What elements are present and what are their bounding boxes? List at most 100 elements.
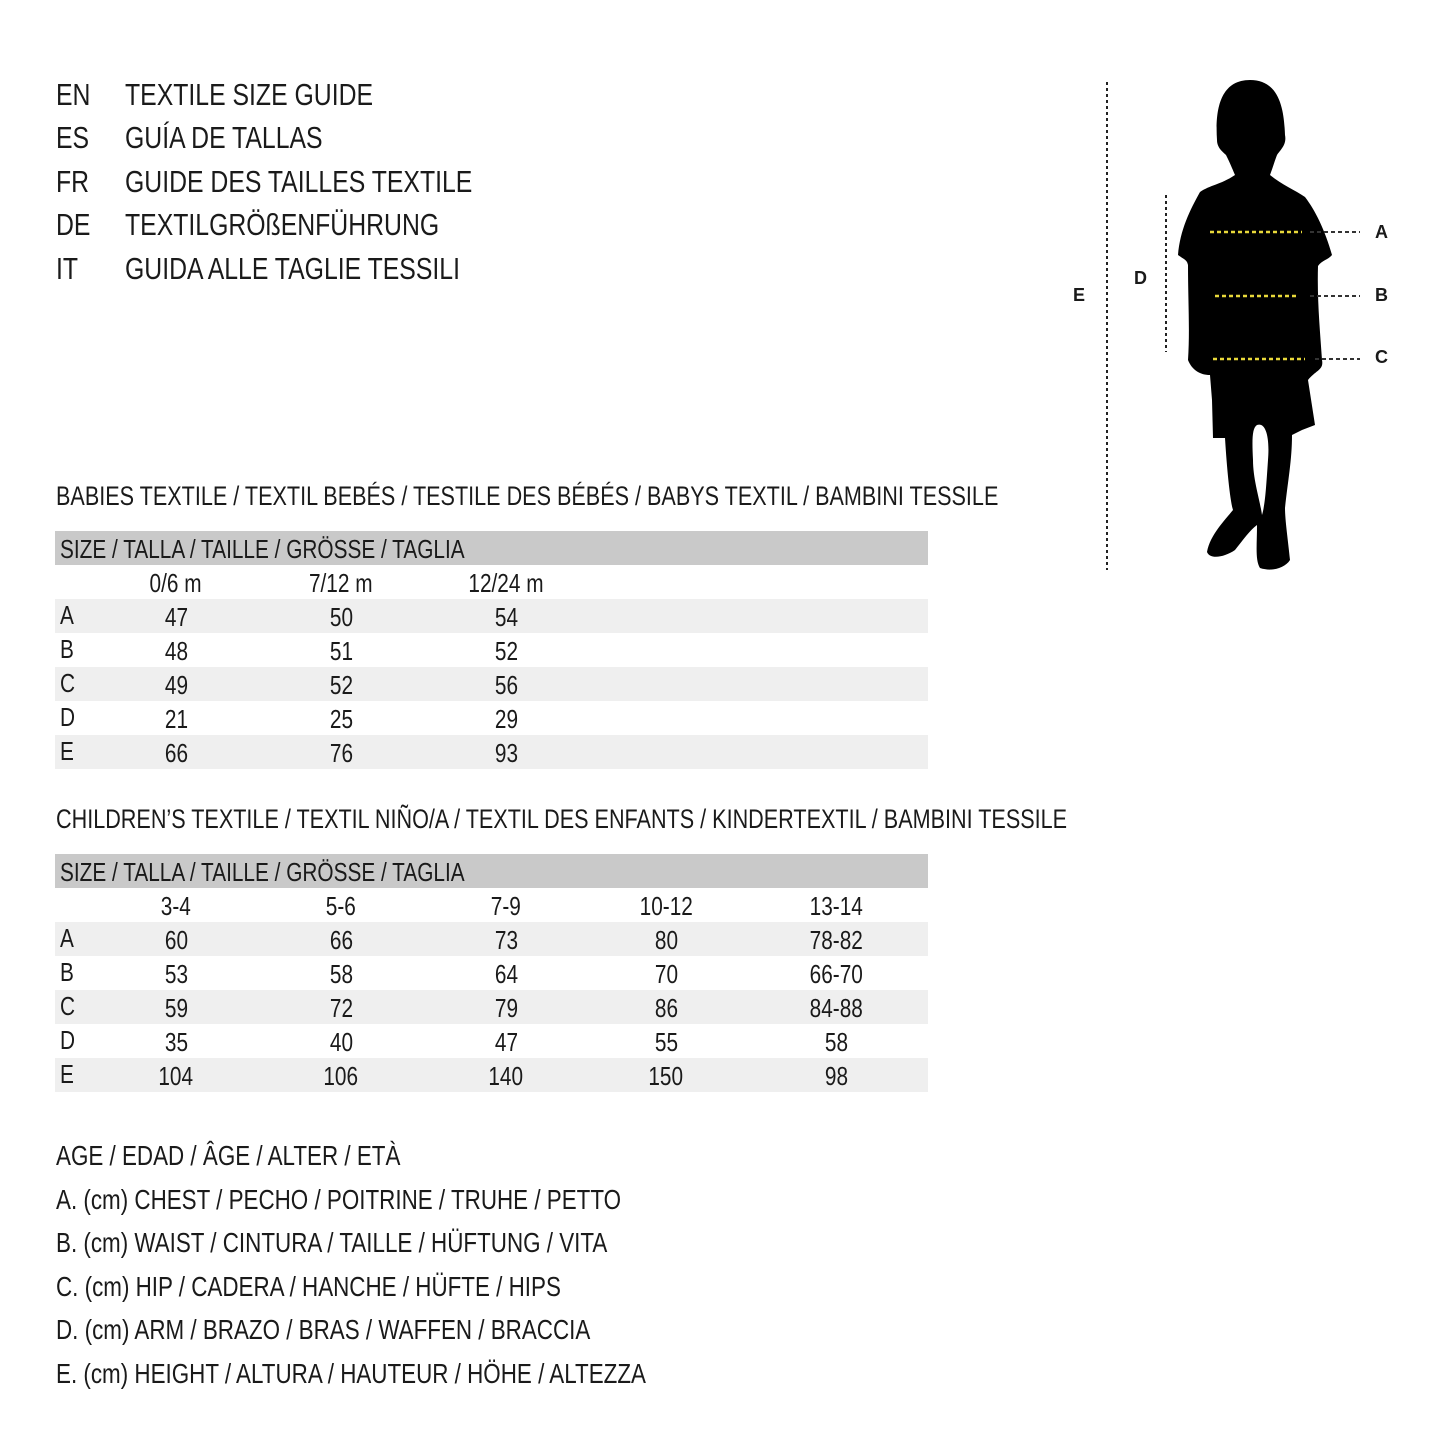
row-label: C	[60, 991, 76, 1021]
title-text: GUÍA DE TALLAS	[125, 120, 323, 155]
heading-text: CHILDREN’S TEXTILE / TEXTIL NIÑO/A / TEX…	[56, 804, 1068, 834]
table-row: B 53 58 64 70 66-70	[55, 956, 928, 990]
lang-code: DE	[56, 207, 91, 242]
babies-size-table: SIZE / TALLA / TAILLE / GRÖSSE / TAGLIA …	[55, 531, 928, 769]
table-cell: 47	[494, 1027, 518, 1057]
table-cell: 48	[164, 636, 188, 666]
column-header-row: 3-4 5-6 7-9 10-12 13-14	[55, 888, 928, 922]
row-label: A	[60, 923, 74, 953]
legend-item: D. (cm) ARM / BRAZO / BRAS / WAFFEN / BR…	[56, 1314, 591, 1345]
label-c: C	[1375, 347, 1388, 367]
column-header: 7-9	[490, 891, 522, 921]
table-cell: 86	[654, 993, 678, 1023]
table-cell: 25	[329, 704, 353, 734]
lang-code: IT	[56, 251, 79, 286]
table-cell: 72	[329, 993, 353, 1023]
row-label: B	[60, 634, 74, 664]
child-silhouette-figure	[1106, 80, 1360, 570]
table-row: B 48 51 52	[55, 633, 928, 667]
table-cell: 21	[164, 704, 188, 734]
table-row: D 21 25 29	[55, 701, 928, 735]
column-header: 12/24 m	[468, 568, 544, 598]
column-header: 13-14	[809, 891, 863, 921]
children-heading: CHILDREN’S TEXTILE / TEXTIL NIÑO/A / TEX…	[56, 803, 1320, 835]
table-cell: 58	[824, 1027, 848, 1057]
title-text: GUIDA ALLE TAGLIE TESSILI	[125, 251, 460, 286]
size-header-text: SIZE / TALLA / TAILLE / GRÖSSE / TAGLIA	[60, 857, 465, 887]
table-cell: 54	[494, 602, 518, 632]
column-header: 10-12	[639, 891, 693, 921]
lang-code: EN	[56, 77, 91, 112]
table-cell: 52	[494, 636, 518, 666]
column-header: 7/12 m	[309, 568, 373, 598]
title-text: GUIDE DES TAILLES TEXTILE	[125, 164, 473, 199]
heading-text: BABIES TEXTILE / TEXTIL BEBÉS / TESTILE …	[56, 481, 999, 511]
column-header-row: 0/6 m 7/12 m 12/24 m	[55, 565, 928, 599]
row-label: A	[60, 600, 74, 630]
column-header: 3-4	[160, 891, 192, 921]
row-label: E	[60, 736, 74, 766]
table-cell: 51	[329, 636, 353, 666]
size-header-text: SIZE / TALLA / TAILLE / GRÖSSE / TAGLIA	[60, 534, 465, 564]
table-cell: 40	[329, 1027, 353, 1057]
row-label: E	[60, 1059, 74, 1089]
label-a: A	[1375, 222, 1388, 242]
table-cell: 78-82	[809, 925, 863, 955]
table-cell: 64	[494, 959, 518, 989]
title-text: TEXTILE SIZE GUIDE	[125, 77, 374, 112]
table-row: A 60 66 73 80 78-82	[55, 922, 928, 956]
table-cell: 56	[494, 670, 518, 700]
table-cell: 66-70	[809, 959, 863, 989]
babies-heading: BABIES TEXTILE / TEXTIL BEBÉS / TESTILE …	[56, 480, 1234, 512]
lang-code: FR	[56, 164, 90, 199]
table-cell: 150	[648, 1061, 684, 1091]
lang-code: ES	[56, 120, 90, 155]
children-size-table: SIZE / TALLA / TAILLE / GRÖSSE / TAGLIA …	[55, 854, 928, 1092]
legend-item: AGE / EDAD / ÂGE / ALTER / ETÀ	[56, 1140, 401, 1171]
legend-item: C. (cm) HIP / CADERA / HANCHE / HÜFTE / …	[56, 1271, 561, 1302]
table-cell: 73	[494, 925, 518, 955]
row-label: D	[60, 702, 76, 732]
table-cell: 84-88	[809, 993, 863, 1023]
legend-item: B. (cm) WAIST / CINTURA / TAILLE / HÜFTU…	[56, 1227, 608, 1258]
table-cell: 66	[329, 925, 353, 955]
table-row: E 66 76 93	[55, 735, 928, 769]
table-cell: 76	[329, 738, 353, 768]
legend-item: E. (cm) HEIGHT / ALTURA / HAUTEUR / HÖHE…	[56, 1358, 646, 1389]
table-cell: 59	[164, 993, 188, 1023]
table-cell: 66	[164, 738, 188, 768]
size-header: SIZE / TALLA / TAILLE / GRÖSSE / TAGLIA	[55, 531, 928, 565]
silhouette-icon	[1178, 80, 1332, 570]
table-row: D 35 40 47 55 58	[55, 1024, 928, 1058]
table-cell: 80	[654, 925, 678, 955]
table-cell: 79	[494, 993, 518, 1023]
title-text: TEXTILGRÖßENFÜHRUNG	[125, 207, 440, 242]
label-d: D	[1134, 268, 1147, 288]
table-cell: 35	[164, 1027, 188, 1057]
label-b: B	[1375, 285, 1388, 305]
size-header: SIZE / TALLA / TAILLE / GRÖSSE / TAGLIA	[55, 854, 928, 888]
row-label: C	[60, 668, 76, 698]
table-cell: 29	[494, 704, 518, 734]
table-cell: 106	[323, 1061, 359, 1091]
table-cell: 50	[329, 602, 353, 632]
table-cell: 49	[164, 670, 188, 700]
table-cell: 52	[329, 670, 353, 700]
measure-lines	[1210, 230, 1360, 361]
table-cell: 70	[654, 959, 678, 989]
table-cell: 58	[329, 959, 353, 989]
table-row: A 47 50 54	[55, 599, 928, 633]
column-header: 0/6 m	[149, 568, 203, 598]
table-cell: 140	[488, 1061, 524, 1091]
column-header: 5-6	[325, 891, 357, 921]
table-cell: 55	[654, 1027, 678, 1057]
row-label: D	[60, 1025, 76, 1055]
label-e: E	[1073, 285, 1086, 305]
table-row: C 59 72 79 86 84-88	[55, 990, 928, 1024]
table-cell: 98	[824, 1061, 848, 1091]
row-label: B	[60, 957, 74, 987]
table-cell: 60	[164, 925, 188, 955]
table-cell: 104	[158, 1061, 194, 1091]
table-row: C 49 52 56	[55, 667, 928, 701]
table-cell: 93	[494, 738, 518, 768]
